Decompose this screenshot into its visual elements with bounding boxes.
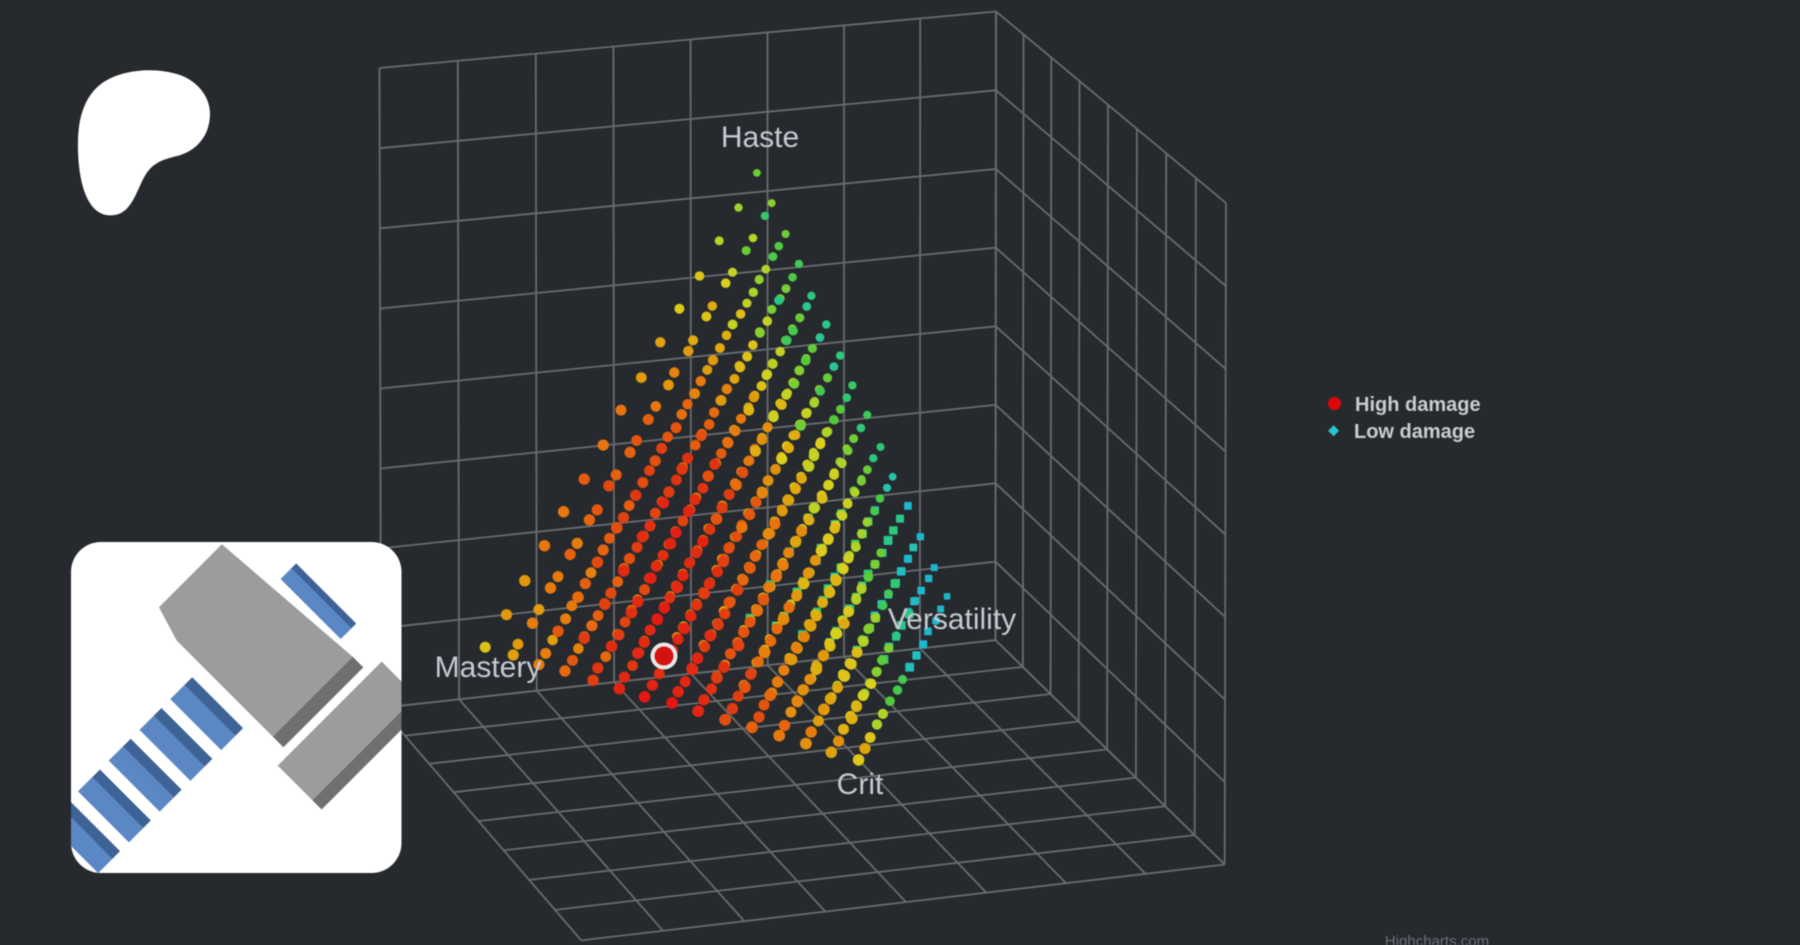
svg-text:Versatility: Versatility xyxy=(888,603,1016,636)
svg-text:Low damage: Low damage xyxy=(1354,421,1475,443)
svg-text:Highcharts.com: Highcharts.com xyxy=(1385,933,1489,945)
svg-text:High damage: High damage xyxy=(1355,394,1481,416)
svg-text:Crit: Crit xyxy=(837,768,884,801)
svg-text:Haste: Haste xyxy=(721,121,799,154)
svg-text:Mastery: Mastery xyxy=(435,651,542,684)
